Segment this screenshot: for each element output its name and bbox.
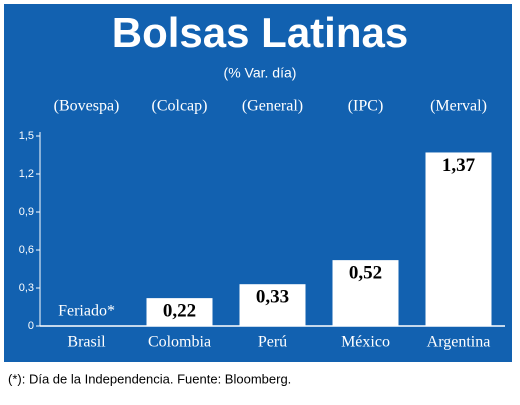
bar bbox=[425, 152, 492, 326]
value-label: 0,22 bbox=[163, 300, 196, 321]
value-label: 0,33 bbox=[256, 287, 289, 308]
bar bbox=[239, 284, 306, 326]
y-tick-label: 1,5 bbox=[19, 130, 34, 142]
index-label: (Bovespa) bbox=[54, 98, 120, 115]
y-tick-label: 0,9 bbox=[19, 206, 34, 218]
y-tick-label: 0,3 bbox=[19, 282, 34, 294]
index-label: (General) bbox=[242, 98, 303, 115]
y-tick-label: 0 bbox=[28, 320, 34, 332]
x-tick-label: Argentina bbox=[427, 334, 491, 351]
y-tick-label: 1,2 bbox=[19, 168, 34, 180]
index-label: (Colcap) bbox=[152, 98, 208, 115]
footnote: (*): Día de la Independencia. Fuente: Bl… bbox=[8, 371, 291, 386]
value-label: 1,37 bbox=[442, 155, 476, 176]
bar bbox=[146, 298, 213, 326]
x-tick-label: Brasil bbox=[67, 334, 106, 351]
bar bbox=[332, 260, 399, 326]
index-label: (IPC) bbox=[348, 98, 384, 115]
annotation: Feriado* bbox=[58, 303, 115, 320]
index-label: (Merval) bbox=[430, 98, 487, 115]
chart-subtitle: (% Var. día) bbox=[224, 65, 297, 81]
x-tick-label: Perú bbox=[258, 334, 287, 351]
chart-title: Bolsas Latinas bbox=[112, 9, 408, 56]
x-tick-label: México bbox=[341, 334, 390, 351]
value-label: 0,52 bbox=[349, 262, 382, 283]
y-tick-label: 0,6 bbox=[19, 244, 34, 256]
x-tick-label: Colombia bbox=[148, 334, 211, 351]
